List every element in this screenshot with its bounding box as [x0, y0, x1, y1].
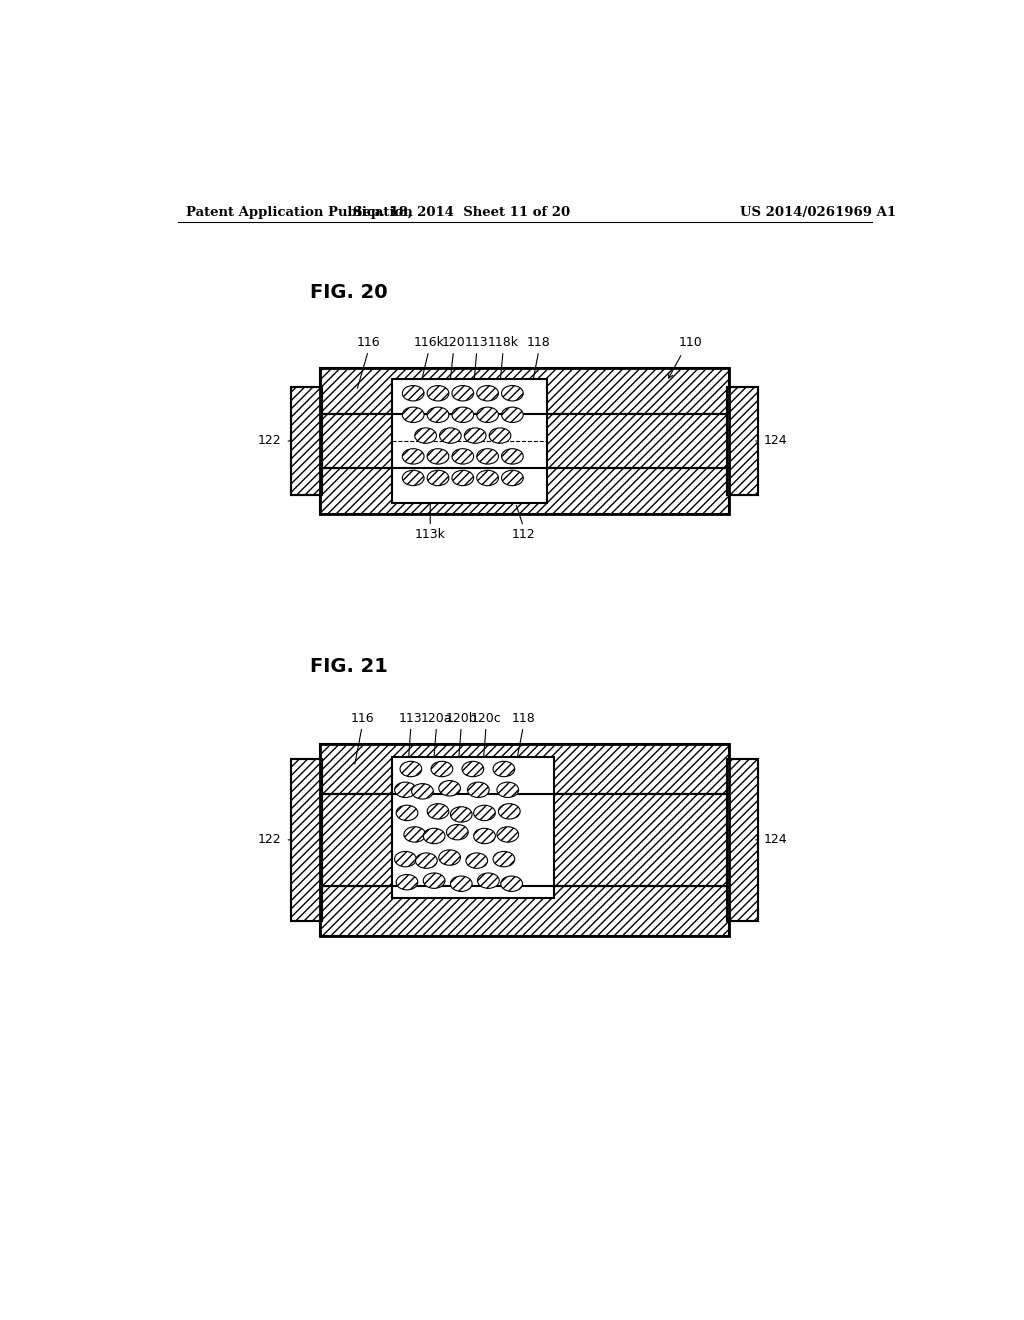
- Ellipse shape: [400, 762, 422, 776]
- Ellipse shape: [423, 873, 445, 888]
- Ellipse shape: [452, 407, 474, 422]
- Text: 116k: 116k: [414, 337, 444, 350]
- Text: 120a: 120a: [421, 711, 453, 725]
- Text: Sep. 18, 2014  Sheet 11 of 20: Sep. 18, 2014 Sheet 11 of 20: [352, 206, 569, 219]
- Ellipse shape: [402, 449, 424, 465]
- Bar: [321, 743, 729, 793]
- Ellipse shape: [438, 850, 461, 866]
- Ellipse shape: [402, 385, 424, 401]
- Text: US 2014/0261969 A1: US 2014/0261969 A1: [740, 206, 896, 219]
- Bar: [291, 759, 322, 921]
- Ellipse shape: [497, 826, 518, 842]
- Bar: [727, 759, 758, 921]
- Bar: [321, 469, 729, 515]
- Ellipse shape: [416, 853, 437, 869]
- Ellipse shape: [403, 826, 426, 842]
- Ellipse shape: [402, 470, 424, 486]
- Ellipse shape: [466, 853, 487, 869]
- Ellipse shape: [427, 804, 449, 818]
- Ellipse shape: [493, 762, 515, 776]
- Bar: [321, 743, 729, 936]
- Text: 118: 118: [527, 337, 551, 350]
- Text: 120: 120: [441, 337, 465, 350]
- Ellipse shape: [477, 385, 499, 401]
- Text: 112: 112: [511, 528, 536, 541]
- Ellipse shape: [394, 781, 417, 797]
- Ellipse shape: [431, 762, 453, 776]
- Ellipse shape: [501, 876, 522, 891]
- Ellipse shape: [474, 805, 496, 821]
- Ellipse shape: [502, 470, 523, 486]
- Text: 116: 116: [356, 337, 380, 350]
- Ellipse shape: [467, 781, 489, 797]
- Ellipse shape: [427, 407, 449, 422]
- Bar: [727, 387, 758, 495]
- Bar: [391, 758, 554, 898]
- Ellipse shape: [464, 428, 486, 444]
- Ellipse shape: [402, 407, 424, 422]
- Text: FIG. 21: FIG. 21: [310, 657, 388, 676]
- Ellipse shape: [446, 825, 468, 840]
- Ellipse shape: [502, 449, 523, 465]
- Bar: [291, 759, 322, 921]
- Ellipse shape: [477, 470, 499, 486]
- Text: 118k: 118k: [487, 337, 518, 350]
- Text: 120c: 120c: [471, 711, 502, 725]
- Text: 113k: 113k: [415, 528, 445, 541]
- Ellipse shape: [412, 784, 433, 799]
- Text: 113: 113: [465, 337, 488, 350]
- Ellipse shape: [451, 807, 472, 822]
- Bar: [291, 387, 322, 495]
- Bar: [391, 379, 547, 503]
- Ellipse shape: [502, 385, 523, 401]
- Ellipse shape: [394, 851, 417, 867]
- Ellipse shape: [452, 449, 474, 465]
- Ellipse shape: [452, 385, 474, 401]
- Ellipse shape: [396, 874, 418, 890]
- Text: 116: 116: [350, 711, 374, 725]
- Bar: [321, 368, 729, 513]
- Text: 120b: 120b: [445, 711, 477, 725]
- Ellipse shape: [427, 449, 449, 465]
- Ellipse shape: [451, 876, 472, 891]
- Bar: [727, 759, 758, 921]
- Bar: [291, 387, 322, 495]
- Ellipse shape: [474, 829, 496, 843]
- Ellipse shape: [427, 385, 449, 401]
- Ellipse shape: [477, 449, 499, 465]
- Ellipse shape: [438, 780, 461, 796]
- Ellipse shape: [489, 428, 511, 444]
- Ellipse shape: [502, 407, 523, 422]
- Ellipse shape: [423, 829, 445, 843]
- Ellipse shape: [396, 805, 418, 821]
- Ellipse shape: [415, 428, 436, 444]
- Text: 113: 113: [399, 711, 423, 725]
- Bar: [321, 886, 729, 936]
- Ellipse shape: [497, 781, 518, 797]
- Bar: [321, 368, 729, 414]
- Bar: [321, 793, 729, 886]
- Text: 122: 122: [258, 833, 282, 846]
- Text: Patent Application Publication: Patent Application Publication: [186, 206, 413, 219]
- Ellipse shape: [427, 470, 449, 486]
- Text: 118: 118: [511, 711, 536, 725]
- Text: FIG. 20: FIG. 20: [310, 284, 388, 302]
- Text: 124: 124: [764, 434, 787, 447]
- Ellipse shape: [499, 804, 520, 818]
- Text: 110: 110: [678, 337, 702, 350]
- Ellipse shape: [477, 873, 500, 888]
- Ellipse shape: [462, 762, 483, 776]
- Ellipse shape: [439, 428, 461, 444]
- Ellipse shape: [477, 407, 499, 422]
- Text: 122: 122: [258, 434, 282, 447]
- Text: 124: 124: [764, 833, 787, 846]
- Ellipse shape: [452, 470, 474, 486]
- Bar: [727, 387, 758, 495]
- Ellipse shape: [493, 851, 515, 867]
- Bar: [321, 414, 729, 469]
